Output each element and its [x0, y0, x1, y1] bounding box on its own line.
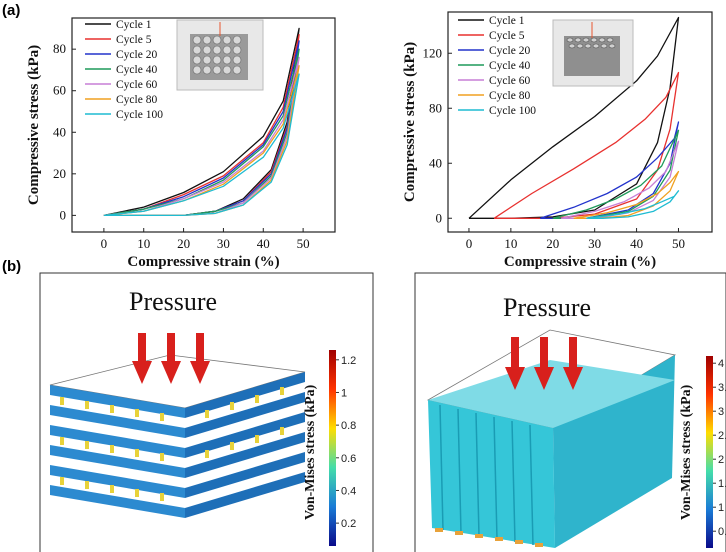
plot-1: 0 10 20 30 40 50 0 20 40 60 80 Compressive strain (… — [26, 17, 336, 270]
x-tick-label: 40 — [257, 236, 270, 251]
x-tick-label: 50 — [297, 236, 310, 251]
colorbar-tick-label: 1 — [341, 387, 347, 399]
legend-label: Cycle 20 — [489, 45, 530, 57]
x-tick-label: 40 — [630, 236, 643, 251]
legend-label: Cycle 5 — [489, 30, 525, 42]
plot-frame — [447, 11, 713, 233]
series-line — [573, 170, 680, 219]
y-axis-label: Compressive stress (kPa) — [402, 42, 418, 202]
x-tick-label: 30 — [217, 236, 230, 251]
colorbar-tick-label: 4 — [718, 358, 724, 370]
colorbar-tick-label: 3 — [718, 406, 724, 418]
x-tick-label: 10 — [137, 236, 150, 251]
legend-label: Cycle 40 — [116, 64, 157, 76]
x-tick-label: 10 — [504, 236, 517, 251]
colorbar-tick-label: 1 — [718, 502, 724, 514]
y-tick-label: 80 — [429, 100, 442, 115]
y-tick-label: 120 — [423, 45, 443, 60]
legend-label: Cycle 80 — [489, 90, 530, 102]
inset-photo-honeycomb — [176, 19, 264, 91]
legend-label: Cycle 100 — [116, 109, 163, 121]
plot-2: 0 10 20 30 40 50 0 40 80 120 Compressive strain (%… — [402, 11, 713, 270]
panel-label-a: (a) — [2, 2, 21, 19]
x-tick-label: 50 — [672, 236, 685, 251]
y-tick-label: 40 — [53, 124, 66, 139]
series-line — [552, 129, 680, 219]
colorbar-right — [706, 356, 713, 548]
x-tick-label: 30 — [588, 236, 601, 251]
sim-left-title: Pressure — [129, 287, 217, 316]
x-tick-label: 0 — [466, 236, 473, 251]
legend-label: Cycle 100 — [489, 105, 536, 117]
pressure-arrows-left — [132, 333, 210, 384]
colorbar-right-label: Von-Mises stress (kPa) — [679, 384, 694, 520]
y-tick-label: 0 — [436, 210, 443, 225]
sim-right-title: Pressure — [503, 293, 591, 322]
legend-label: Cycle 40 — [489, 60, 530, 72]
colorbar-tick-label: 2 — [718, 454, 724, 466]
colorbar-tick-label: 0.8 — [341, 420, 356, 432]
legend-label: Cycle 20 — [116, 49, 157, 61]
colorbar-tick-label: 2.5 — [718, 430, 726, 442]
colorbar-tick-label: 0.4 — [341, 485, 356, 497]
sim-left-structure — [49, 354, 306, 518]
legend-label: Cycle 1 — [116, 19, 152, 31]
x-tick-label: 20 — [177, 236, 190, 251]
x-axis-label: Compressive strain (%) — [127, 254, 279, 270]
colorbar-tick-label: 0.5 — [718, 526, 726, 538]
colorbar-tick-label: 3.5 — [718, 382, 726, 394]
legend-label: Cycle 1 — [489, 15, 525, 27]
legend-label: Cycle 60 — [489, 75, 530, 87]
y-tick-label: 40 — [429, 155, 442, 170]
x-axis-label: Compressive strain (%) — [504, 254, 656, 270]
legend-label: Cycle 5 — [116, 34, 152, 46]
series-line — [493, 71, 680, 219]
colorbar-tick-label: 0.6 — [341, 453, 356, 465]
y-tick-label: 80 — [53, 41, 66, 56]
x-tick-label: 0 — [101, 236, 108, 251]
y-tick-label: 20 — [53, 166, 66, 181]
colorbar-tick-label: 1.5 — [718, 478, 726, 490]
inset-photo-vertical-tubes — [552, 19, 634, 87]
series-line — [539, 121, 680, 219]
y-tick-label: 60 — [53, 83, 66, 98]
colorbar-left — [329, 350, 336, 546]
colorbar-tick-label: 1.2 — [341, 355, 356, 367]
sim-right-structure — [426, 329, 677, 548]
series-line — [586, 190, 680, 219]
colorbar-left-label: Von-Mises stress (kPa) — [303, 384, 318, 520]
series-line — [103, 73, 300, 217]
y-tick-label: 0 — [60, 207, 67, 222]
series-line — [468, 16, 680, 219]
legend-label: Cycle 80 — [116, 94, 157, 106]
legend-label: Cycle 60 — [116, 79, 157, 91]
panel-label-b: (b) — [2, 258, 22, 275]
y-axis-label: Compressive stress (kPa) — [26, 45, 42, 205]
colorbar-tick-label: 0.2 — [341, 518, 356, 530]
plot-frame — [71, 17, 336, 233]
x-tick-label: 20 — [546, 236, 559, 251]
pressure-arrows-right — [505, 337, 583, 390]
